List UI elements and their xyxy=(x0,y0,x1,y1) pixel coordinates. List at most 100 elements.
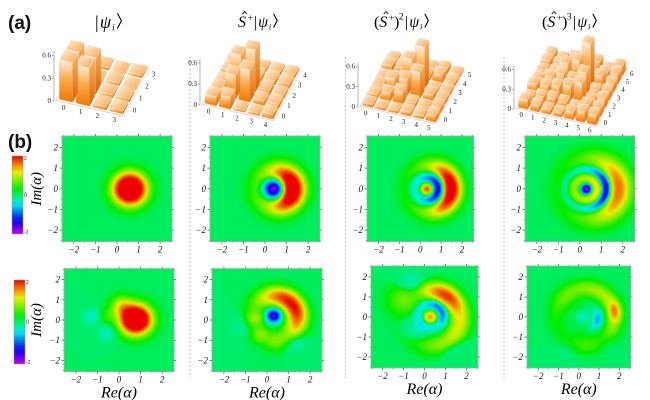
svg-text:0.3: 0.3 xyxy=(188,80,197,88)
svg-text:1: 1 xyxy=(597,371,602,381)
svg-text:1: 1 xyxy=(608,111,612,119)
svg-text:S: S xyxy=(379,14,387,31)
svg-text:0: 0 xyxy=(578,245,583,255)
svg-text:ψ: ψ xyxy=(100,12,112,32)
svg-text:−2: −2 xyxy=(377,371,388,381)
svg-text:1: 1 xyxy=(139,95,143,103)
svg-text:1: 1 xyxy=(221,111,225,119)
svg-text:0: 0 xyxy=(202,184,207,194)
svg-text:−2: −2 xyxy=(219,375,230,385)
svg-text:0: 0 xyxy=(508,105,512,113)
svg-text:1: 1 xyxy=(517,163,522,173)
svg-text:1: 1 xyxy=(79,108,83,116)
svg-text:3: 3 xyxy=(298,82,302,90)
svg-text:3: 3 xyxy=(112,116,116,124)
svg-text:0: 0 xyxy=(54,184,59,194)
svg-text:3: 3 xyxy=(554,119,558,127)
svg-text:4: 4 xyxy=(414,121,418,129)
svg-text:2: 2 xyxy=(363,272,368,282)
svg-text:0: 0 xyxy=(207,108,211,116)
svg-text:−1: −1 xyxy=(510,204,521,214)
svg-text:−1: −1 xyxy=(238,245,249,255)
svg-text:−1: −1 xyxy=(47,204,58,214)
svg-text:|: | xyxy=(573,14,576,31)
svg-text:0.6: 0.6 xyxy=(346,62,355,70)
svg-text:5: 5 xyxy=(427,124,431,132)
svg-text:−2: −2 xyxy=(510,225,521,235)
svg-text:i: i xyxy=(588,22,591,32)
svg-text:2: 2 xyxy=(145,83,149,91)
svg-text:0: 0 xyxy=(444,116,448,124)
svg-text:−2: −2 xyxy=(533,371,544,381)
svg-text:−2: −2 xyxy=(195,225,206,235)
svg-text:3: 3 xyxy=(567,11,572,22)
svg-text:6: 6 xyxy=(630,70,634,78)
svg-text:6: 6 xyxy=(588,127,592,135)
svg-text:): ) xyxy=(394,14,399,31)
svg-text:1: 1 xyxy=(287,102,291,110)
svg-text:2: 2 xyxy=(453,98,457,106)
svg-text:3: 3 xyxy=(458,89,462,97)
svg-text:1: 1 xyxy=(439,245,444,255)
svg-text:2: 2 xyxy=(617,371,622,381)
svg-text:−2: −2 xyxy=(69,245,80,255)
svg-text:+: + xyxy=(557,13,563,24)
svg-text:−2: −2 xyxy=(356,352,367,362)
svg-text:0: 0 xyxy=(282,112,286,120)
svg-text:S: S xyxy=(547,14,555,31)
svg-text:3: 3 xyxy=(152,71,156,79)
svg-text:−2: −2 xyxy=(71,375,82,385)
svg-text:0: 0 xyxy=(604,119,608,127)
svg-text:0: 0 xyxy=(520,111,524,119)
svg-text:1: 1 xyxy=(599,245,604,255)
svg-text:Re(α): Re(α) xyxy=(560,381,597,398)
svg-text:2: 2 xyxy=(517,142,522,152)
svg-text:0.6: 0.6 xyxy=(188,59,197,67)
svg-text:0: 0 xyxy=(133,107,137,115)
svg-text:4: 4 xyxy=(303,72,307,80)
svg-text:i: i xyxy=(269,22,272,32)
svg-text:i: i xyxy=(420,22,423,32)
svg-text:−2: −2 xyxy=(49,355,60,365)
svg-text:0: 0 xyxy=(352,103,356,111)
svg-text:1: 1 xyxy=(286,375,291,385)
svg-text:−1: −1 xyxy=(49,335,60,345)
svg-text:2: 2 xyxy=(359,142,364,152)
svg-text:−1: −1 xyxy=(197,335,208,345)
svg-text:Im(α): Im(α) xyxy=(29,172,45,207)
svg-text:ψ: ψ xyxy=(409,14,420,31)
svg-text:ψ: ψ xyxy=(577,14,588,31)
svg-text:2: 2 xyxy=(519,272,524,282)
svg-text:2: 2 xyxy=(399,11,404,22)
svg-text:0: 0 xyxy=(194,101,198,109)
svg-text:5: 5 xyxy=(468,71,472,79)
svg-text:0: 0 xyxy=(363,312,368,322)
svg-text:0.3: 0.3 xyxy=(42,74,51,82)
svg-text:1: 1 xyxy=(449,107,453,115)
svg-text:−1: −1 xyxy=(356,332,367,342)
svg-text:0: 0 xyxy=(422,371,427,381)
svg-text:2: 2 xyxy=(542,116,546,124)
svg-text:i: i xyxy=(112,23,115,34)
svg-text:−2: −2 xyxy=(47,225,58,235)
svg-text:): ) xyxy=(562,14,567,31)
svg-text:−2: −2 xyxy=(532,245,543,255)
svg-text:0: 0 xyxy=(56,315,61,325)
svg-text:0.6: 0.6 xyxy=(502,66,511,74)
svg-text:1: 1 xyxy=(54,163,59,173)
svg-text:2: 2 xyxy=(26,280,29,286)
svg-text:S: S xyxy=(238,14,246,31)
svg-text:1: 1 xyxy=(204,295,209,305)
svg-text:+: + xyxy=(389,13,395,24)
svg-text:2: 2 xyxy=(620,245,625,255)
svg-text:1: 1 xyxy=(519,292,524,302)
svg-text:2: 2 xyxy=(464,371,469,381)
svg-text:|: | xyxy=(405,14,408,31)
svg-text:3: 3 xyxy=(249,118,253,126)
svg-text:1: 1 xyxy=(531,114,535,122)
svg-text:4: 4 xyxy=(463,80,467,88)
svg-text:−2: −2 xyxy=(217,245,228,255)
svg-text:2: 2 xyxy=(24,156,27,162)
svg-text:0: 0 xyxy=(115,245,120,255)
svg-text:−2: −2 xyxy=(197,355,208,365)
